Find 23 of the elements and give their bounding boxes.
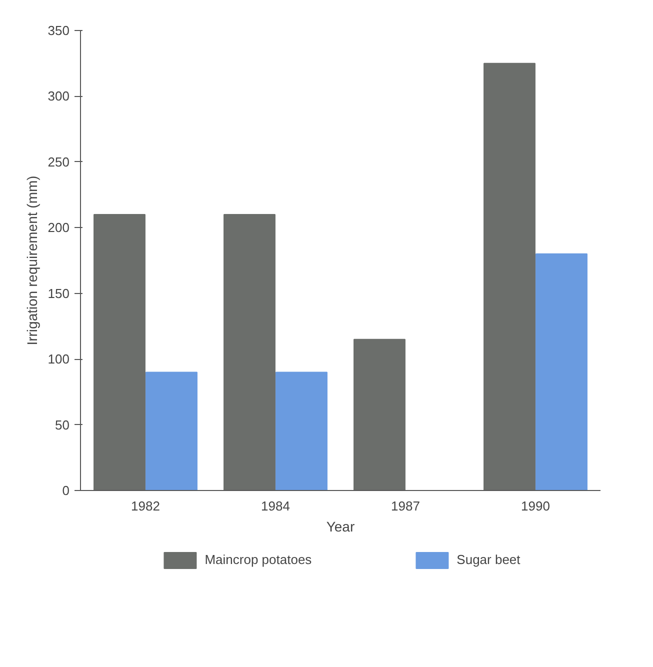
y-tick-label: 150 [48, 286, 70, 301]
x-tick-label: 1990 [521, 498, 550, 514]
bar [484, 62, 536, 490]
x-tick-label: 1987 [391, 498, 420, 514]
y-tick-label: 300 [48, 88, 70, 104]
bar [224, 214, 276, 490]
bar [146, 372, 198, 490]
y-tick-label: 250 [48, 154, 70, 170]
legend-label: Sugar beet [456, 552, 520, 567]
bar [276, 372, 328, 490]
bar [94, 214, 146, 490]
legend-label: Maincrop potatoes [204, 552, 312, 567]
x-tick-label: 1982 [131, 498, 160, 514]
y-axis-title: Irrigation requirement (mm) [24, 176, 40, 346]
y-tick-label: 350 [48, 23, 70, 38]
y-tick-label: 200 [48, 220, 70, 236]
y-tick-label: 100 [48, 352, 70, 367]
y-tick-label: 0 [62, 483, 70, 498]
x-axis-title: Year [326, 518, 355, 534]
y-tick-label: 50 [55, 417, 70, 432]
bar [354, 338, 406, 490]
bar [536, 253, 588, 490]
x-tick-label: 1984 [261, 498, 290, 514]
